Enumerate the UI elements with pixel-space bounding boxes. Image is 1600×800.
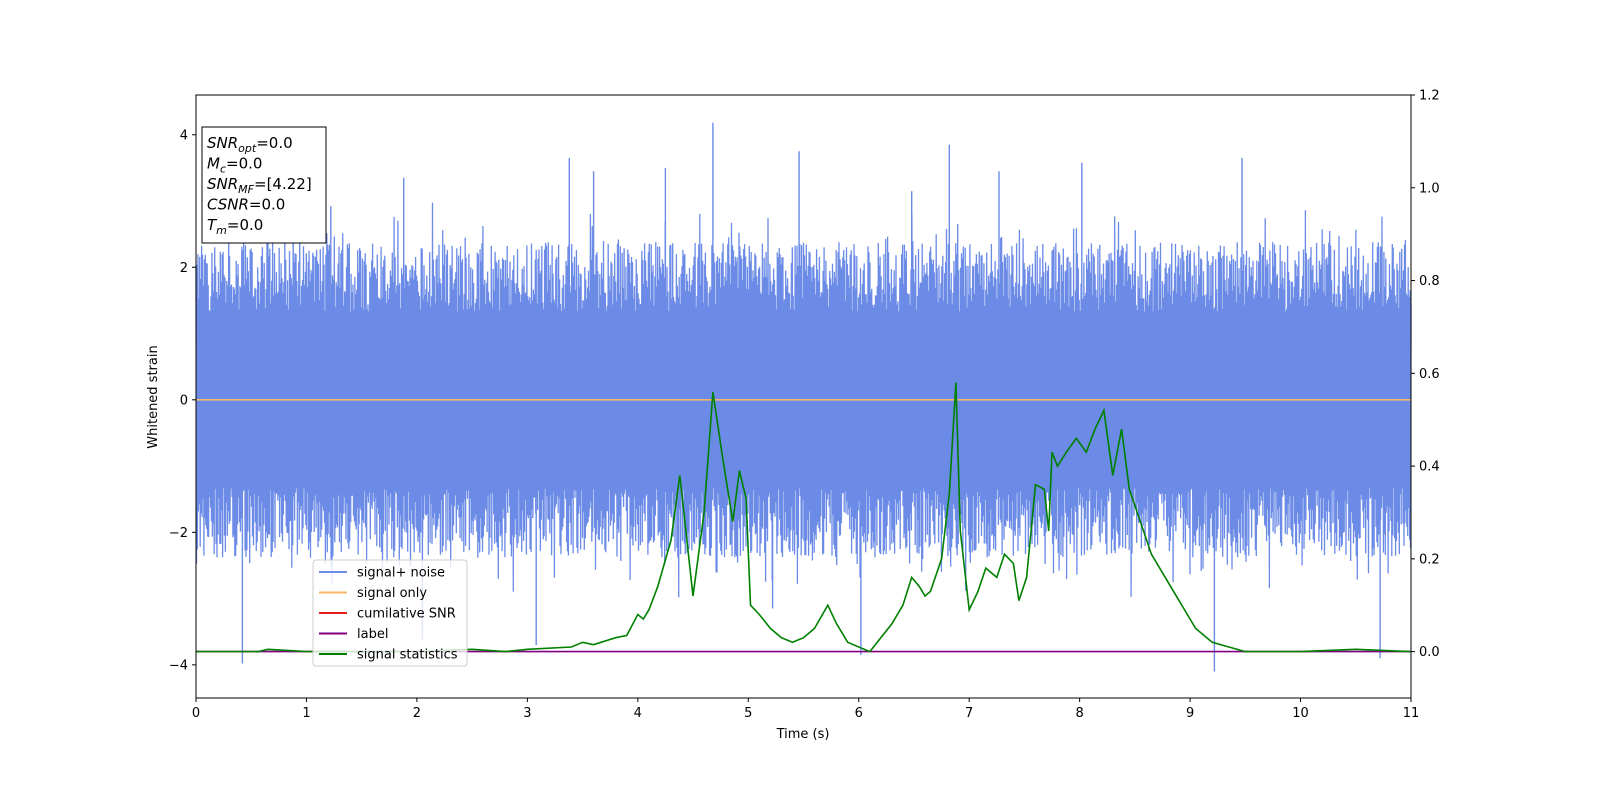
x-tick-label: 0 (192, 706, 200, 721)
annotation-frame (201, 126, 327, 244)
x-tick-label: 5 (744, 706, 752, 721)
legend: signal+ noise signal only cumilative SNR la… (312, 559, 468, 667)
x-tick-label: 10 (1292, 706, 1309, 721)
annotation-line: SNRopt=0.0 (207, 134, 293, 155)
annotation-line: Mc=0.0 (207, 155, 262, 176)
y-right-tick-label: 1.2 (1419, 89, 1440, 104)
series-signal-statistics (196, 382, 1412, 653)
legend-frame (312, 559, 468, 667)
annotation-line: SNRMF=[4.22] (207, 175, 312, 196)
y-right-tick-label: 0.2 (1419, 552, 1440, 567)
series-signal-noise (195, 202, 1412, 598)
y-right-tick-label: 0.0 (1419, 645, 1440, 660)
x-tick-label: 7 (965, 706, 973, 721)
x-tick-label: 11 (1403, 706, 1420, 721)
x-axis-label: Time (s) (776, 727, 830, 742)
x-tick-label: 2 (413, 706, 421, 721)
annotation-line: Tm=0.0 (207, 216, 263, 237)
legend-label: cumilative SNR (357, 607, 456, 622)
y-left-tick-label: 0 (180, 393, 188, 408)
plot-frame (195, 94, 1412, 699)
y-axis-label: Whitened strain (146, 345, 161, 448)
x-tick-label: 9 (1186, 706, 1194, 721)
y-left-tick-label: −4 (169, 658, 188, 673)
x-tick-label: 6 (855, 706, 863, 721)
legend-label: signal+ noise (357, 566, 445, 581)
x-tick-label: 4 (634, 706, 642, 721)
x-axis: 0 1 2 3 4 5 6 7 8 9 10 11 (192, 698, 1419, 721)
y-right-tick-label: 0.8 (1419, 274, 1440, 289)
annotation-line: CSNR=0.0 (207, 196, 285, 214)
y-left-tick-label: 2 (180, 261, 188, 276)
x-tick-label: 3 (523, 706, 531, 721)
y-right-tick-label: 0.6 (1419, 367, 1440, 382)
y-right-tick-label: 0.4 (1419, 460, 1440, 475)
left-y-axis: 4 2 0 −2 −4 (169, 128, 196, 673)
legend-label: signal statistics (357, 648, 458, 663)
y-right-tick-label: 1.0 (1419, 181, 1440, 196)
legend-label: label (357, 627, 388, 642)
x-tick-label: 1 (302, 706, 310, 721)
noise-series-layer (195, 122, 1412, 672)
y-left-tick-label: −2 (169, 526, 188, 541)
right-y-axis: 1.2 1.0 0.8 0.6 0.4 0.2 0.0 (1411, 89, 1440, 660)
y-left-tick-label: 4 (180, 128, 188, 143)
x-tick-label: 8 (1075, 706, 1083, 721)
legend-label: signal only (357, 586, 427, 601)
